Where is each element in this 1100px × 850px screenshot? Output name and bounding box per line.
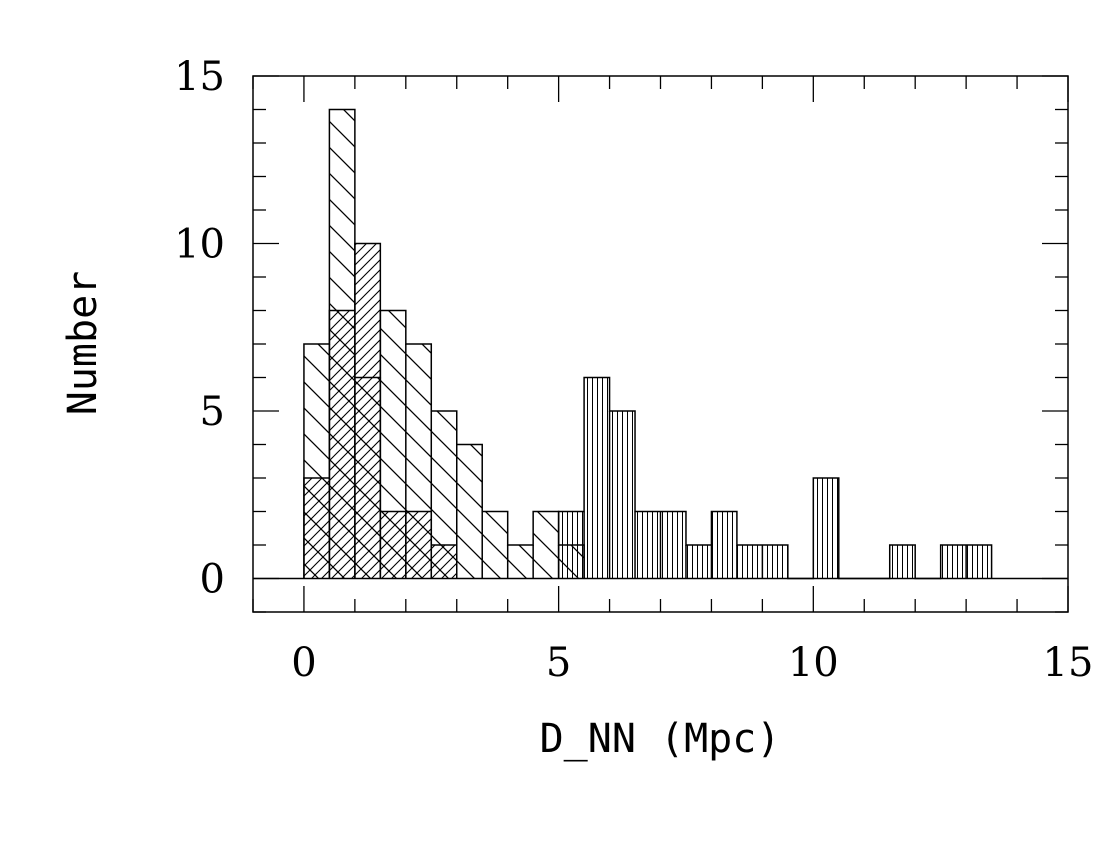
histogram-bar — [660, 511, 686, 579]
x-tick-label: 10 — [788, 640, 839, 686]
histogram-bar — [380, 511, 406, 579]
series-vertical — [557, 376, 993, 580]
y-tick-label: 15 — [174, 54, 225, 100]
series-outline — [557, 376, 993, 580]
y-tick-label: 5 — [200, 389, 225, 435]
histogram-bar — [966, 545, 992, 579]
histogram-bar — [482, 511, 508, 579]
histogram-bar — [456, 444, 483, 579]
histogram-bar — [813, 478, 839, 579]
histogram-bar — [711, 511, 737, 579]
histogram-bar — [635, 511, 661, 579]
histogram-series — [303, 108, 993, 580]
histogram-bar — [354, 243, 381, 579]
histogram-bar — [507, 545, 534, 579]
histogram-bar — [405, 511, 432, 579]
histogram-bar — [584, 377, 610, 579]
histogram-bar — [533, 511, 559, 579]
histogram-bar — [329, 310, 355, 579]
histogram-bar — [303, 478, 330, 579]
histogram-bar — [762, 545, 788, 579]
histogram-bar — [940, 545, 967, 579]
axis-ticks — [252, 75, 1069, 613]
tick-labels: 0 5 10 15 0 5 10 15 — [174, 54, 1093, 686]
x-tick-label: 0 — [291, 640, 316, 686]
series-outline — [303, 108, 585, 579]
x-tick-label: 5 — [546, 640, 571, 686]
histogram-bar — [889, 545, 916, 579]
x-axis-title: D_NN (Mpc) — [540, 716, 781, 762]
y-tick-label: 10 — [174, 222, 225, 268]
histogram-bar — [685, 545, 712, 579]
y-axis-title: Number — [60, 271, 106, 416]
histogram-bar — [609, 411, 636, 579]
histogram-bar — [558, 511, 585, 579]
x-tick-label: 15 — [1043, 640, 1094, 686]
histogram-bar — [736, 545, 763, 579]
histogram-bar — [431, 545, 457, 579]
y-tick-label: 0 — [200, 557, 225, 603]
series-diagonal-slash — [303, 242, 458, 579]
